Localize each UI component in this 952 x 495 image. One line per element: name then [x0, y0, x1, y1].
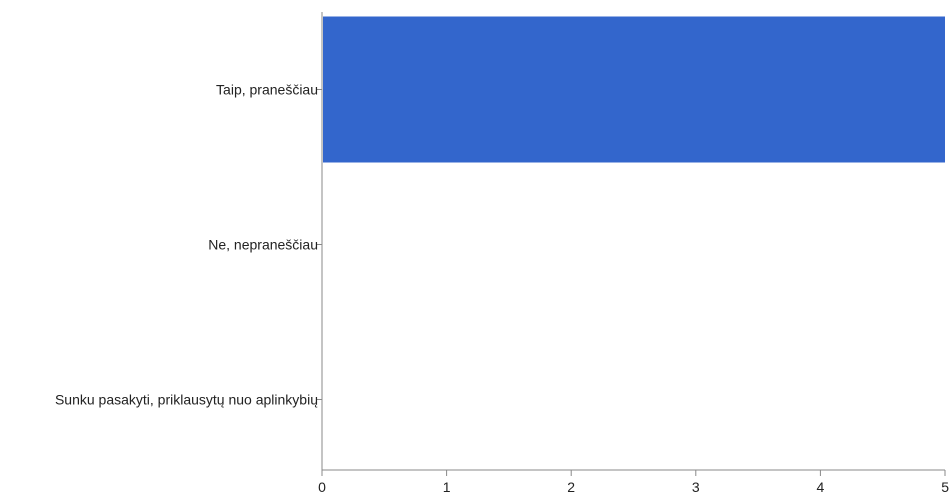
- x-tick-label: 4: [817, 479, 825, 495]
- x-tick-label: 1: [443, 479, 451, 495]
- x-tick-label: 0: [318, 479, 326, 495]
- x-axis-tick-labels: 0 1 2 3 4 5: [318, 479, 949, 495]
- category-ticks: [317, 89, 322, 400]
- category-label: Taip, praneščiau: [216, 82, 318, 98]
- x-axis-ticks: [321, 470, 946, 476]
- bar: [323, 16, 945, 163]
- x-tick-label: 2: [567, 479, 575, 495]
- bars-group: [323, 16, 945, 163]
- category-label: Ne, nepraneščiau: [208, 237, 318, 253]
- category-labels: Taip, praneščiau Ne, nepraneščiau Sunku pa…: [55, 82, 318, 408]
- x-tick-label: 3: [692, 479, 700, 495]
- x-tick-label: 5: [941, 479, 949, 495]
- category-label: Sunku pasakyti, priklausytų nuo aplinkyb…: [55, 392, 318, 408]
